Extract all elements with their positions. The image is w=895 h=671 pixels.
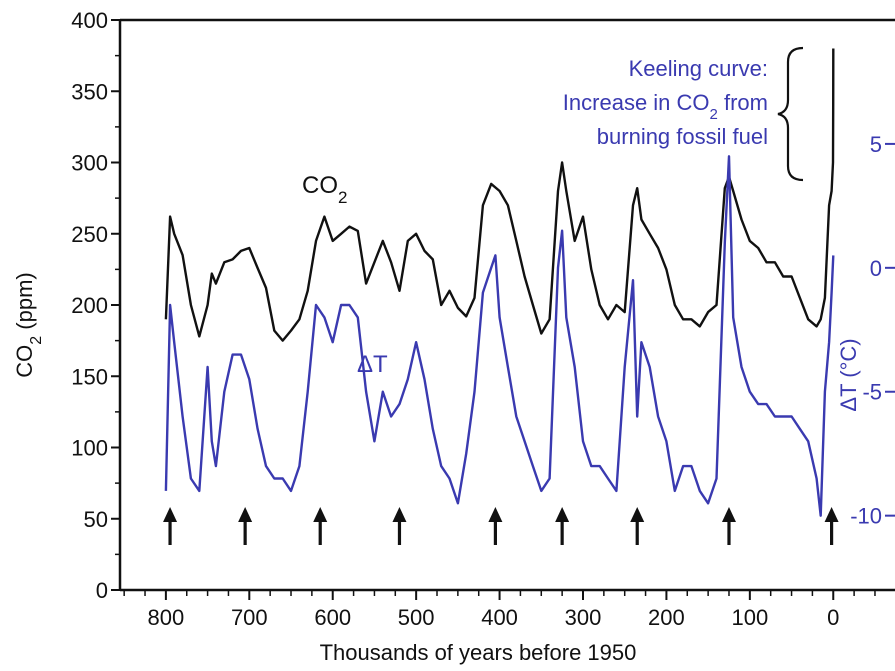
temperature-series-line	[164, 155, 835, 517]
left-tick-label: 400	[71, 8, 108, 33]
temperature-series-label: ΔT	[357, 351, 388, 378]
arrow-marker	[238, 507, 253, 545]
annotation-line-2: Increase in CO2 from	[563, 90, 768, 123]
left-axis-title: CO2 (ppm)	[12, 272, 45, 377]
annotation-line-2-pre: Increase in CO	[563, 90, 710, 115]
annotation-line-3: burning fossil fuel	[597, 124, 768, 149]
left-tick-label: 300	[71, 151, 108, 176]
arrow-head	[313, 507, 328, 522]
co2-series-label-sub: 2	[338, 188, 347, 207]
arrow-head	[392, 507, 407, 522]
right-tick-label: -5	[862, 380, 882, 405]
right-tick-label: -10	[850, 504, 882, 529]
x-tick-label: 800	[148, 605, 185, 630]
arrow-head	[488, 507, 503, 522]
annotation-line-2-sub: 2	[710, 106, 718, 123]
arrow-head	[238, 507, 253, 522]
x-axis-ticks: 800 700 600 500 400 300 200 100 0	[123, 590, 876, 630]
arrow-head	[630, 507, 645, 522]
left-axis-ticks: 0 50 100 150 200 250 300 350 400	[71, 8, 120, 603]
x-tick-label: 100	[731, 605, 768, 630]
plot-frame	[118, 18, 895, 592]
left-tick-label: 150	[71, 364, 108, 389]
arrow-markers	[163, 507, 839, 545]
right-tick-label: 5	[870, 132, 882, 157]
x-tick-label: 500	[398, 605, 435, 630]
keeling-annotation: Keeling curve: Increase in CO2 from burn…	[563, 46, 804, 182]
arrow-head	[555, 507, 570, 522]
arrow-head	[824, 507, 839, 522]
left-tick-label: 100	[71, 436, 108, 461]
right-axis-ticks: 5 0 -5 -10	[850, 132, 895, 529]
annotation-line-1: Keeling curve:	[629, 56, 768, 81]
left-tick-label: 200	[71, 293, 108, 318]
x-tick-label: 400	[481, 605, 518, 630]
x-axis-title: Thousands of years before 1950	[320, 640, 637, 665]
arrow-marker	[392, 507, 407, 545]
x-tick-label: 300	[565, 605, 602, 630]
x-tick-label: 0	[827, 605, 839, 630]
arrow-marker	[721, 507, 736, 545]
x-tick-label: 700	[231, 605, 268, 630]
left-tick-label: 0	[96, 578, 108, 603]
left-tick-label: 50	[84, 507, 108, 532]
left-tick-label: 350	[71, 79, 108, 104]
annotation-line-2-post: from	[718, 90, 768, 115]
arrow-head	[721, 507, 736, 522]
arrow-marker	[824, 507, 839, 545]
arrow-marker	[163, 507, 178, 545]
co2-series-label-main: CO	[302, 172, 338, 199]
co2-series-line	[164, 48, 835, 342]
left-axis-title-rest: (ppm)	[12, 272, 37, 336]
arrow-marker	[555, 507, 570, 545]
arrow-marker	[630, 507, 645, 545]
arrow-marker	[313, 507, 328, 545]
x-tick-label: 600	[314, 605, 351, 630]
annotation-brace	[777, 46, 804, 182]
left-axis-title-sub: 2	[28, 336, 45, 345]
arrow-head	[163, 507, 178, 522]
right-tick-label: 0	[870, 256, 882, 281]
series-lines	[164, 48, 835, 517]
x-tick-label: 200	[648, 605, 685, 630]
co2-series-label: CO2	[302, 172, 347, 207]
arrow-marker	[488, 507, 503, 545]
left-axis-title-main: CO	[12, 345, 37, 378]
right-axis-title: ΔT (°C)	[836, 338, 861, 411]
left-tick-label: 250	[71, 222, 108, 247]
